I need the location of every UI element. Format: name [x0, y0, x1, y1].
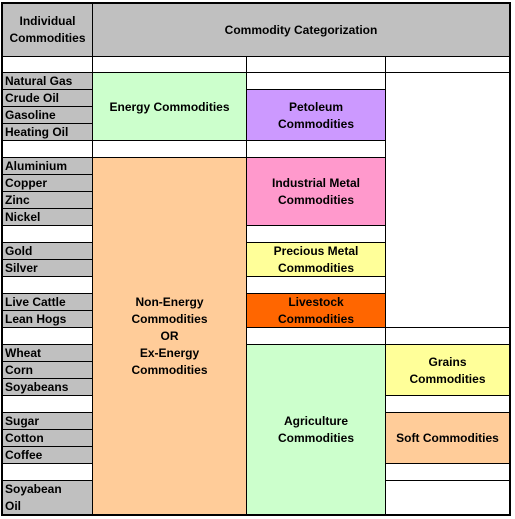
petroleum-commodities-label: Petoleum Commodities [277, 99, 354, 131]
commodity-soyabeans: Soyabeans [5, 380, 69, 394]
livestock-commodity-block [3, 294, 92, 328]
commodity-zinc: Zinc [5, 193, 30, 207]
commodity-silver: Silver [5, 261, 38, 275]
commodity-aluminium: Aluminium [5, 159, 67, 173]
commodity-cotton: Cotton [5, 431, 44, 445]
energy-commodity-block [3, 73, 92, 141]
commodity-copper: Copper [5, 176, 47, 190]
commodity-heating-oil: Heating Oil [5, 125, 69, 139]
commodity-lean-hogs: Lean Hogs [5, 312, 67, 326]
petroleum-commodities-block: Petoleum Commodities [247, 90, 385, 141]
precious-commodity-block [3, 243, 92, 277]
soft-commodities-label: Soft Commodities [396, 431, 499, 445]
agriculture-commodities-block: Agriculture Commodities [247, 345, 385, 515]
commodity-gold: Gold [5, 244, 33, 258]
grain-commodity-block [3, 345, 92, 396]
non-energy-line-2: Commodities [131, 312, 208, 326]
commodity-nickel: Nickel [5, 210, 41, 224]
commodity-gasoline: Gasoline [5, 108, 56, 122]
grains-commodities-label: Grains Commodities [409, 354, 486, 386]
livestock-commodities-label: Livestock Commodities [277, 295, 354, 326]
non-energy-commodities-block: Non-Energy Commodities OR Ex-Energy Comm… [93, 158, 246, 515]
commodity-sugar: Sugar [5, 414, 40, 428]
metal-commodity-block [3, 158, 92, 226]
non-energy-line-1: Non-Energy [135, 295, 204, 309]
non-energy-line-5: Commodities [131, 363, 208, 377]
industrial-metal-commodities-block: Industrial Metal Commodities [247, 158, 385, 226]
commodity-crude-oil: Crude Oil [5, 91, 60, 105]
livestock-commodities-block: Livestock Commodities [247, 294, 385, 328]
commodity-natural-gas: Natural Gas [5, 74, 73, 88]
industrial-metal-commodities-label: Industrial Metal Commodities [271, 176, 360, 207]
grains-commodities-block: Grains Commodities [386, 345, 509, 396]
header-commodity-categorization: Commodity Categorization [93, 4, 509, 56]
commodity-coffee: Coffee [5, 448, 43, 462]
soft-commodities-block: Soft Commodities [386, 413, 509, 464]
precious-metal-commodities-label: Precious Metal Commodities [273, 244, 359, 275]
header-individual-commodities: Individual Commodities [3, 4, 92, 56]
commodity-live-cattle: Live Cattle [5, 295, 66, 309]
agriculture-commodities-label: Agriculture Commodities [277, 414, 354, 445]
oil-commodity-block [3, 481, 92, 515]
commodity-corn: Corn [5, 363, 33, 377]
commodity-soyabean-oil: Soyabean Oil [5, 482, 62, 513]
energy-commodities-label: Energy Commodities [109, 99, 230, 114]
commodity-wheat: Wheat [5, 346, 41, 360]
header-left-label: Individual Commodities [9, 14, 86, 45]
non-energy-line-4: Ex-Energy [139, 346, 200, 360]
soft-commodity-block [3, 413, 92, 464]
header-right-label: Commodity Categorization [224, 22, 378, 37]
energy-commodities-block: Energy Commodities [93, 73, 246, 141]
precious-metal-commodities-block: Precious Metal Commodities [247, 243, 385, 277]
non-energy-line-3: OR [160, 329, 179, 343]
